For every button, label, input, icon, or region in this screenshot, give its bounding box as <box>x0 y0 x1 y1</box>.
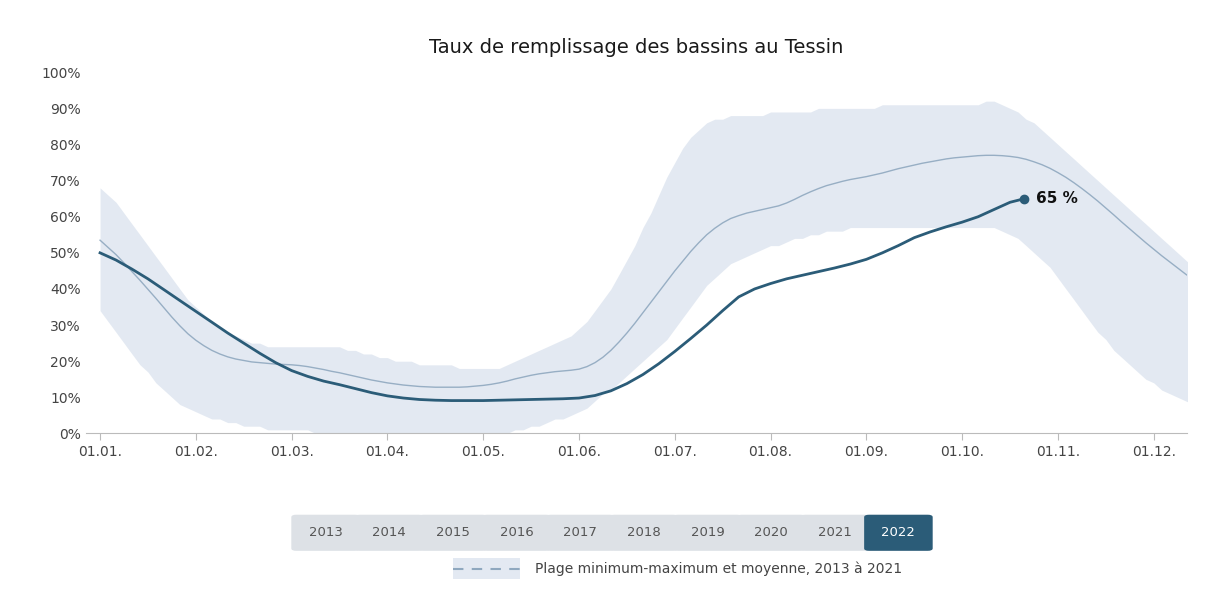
Text: 2013: 2013 <box>308 526 343 539</box>
Text: 2018: 2018 <box>627 526 661 539</box>
Title: Taux de remplissage des bassins au Tessin: Taux de remplissage des bassins au Tessi… <box>430 38 843 57</box>
Text: 2016: 2016 <box>499 526 534 539</box>
Text: 2021: 2021 <box>818 526 852 539</box>
Text: 2020: 2020 <box>754 526 788 539</box>
Text: 65 %: 65 % <box>1036 191 1078 206</box>
Text: 2015: 2015 <box>436 526 470 539</box>
Text: 2017: 2017 <box>563 526 597 539</box>
Text: 2019: 2019 <box>690 526 725 539</box>
Text: 2022: 2022 <box>881 526 916 539</box>
Text: 2014: 2014 <box>372 526 406 539</box>
Text: Plage minimum-maximum et moyenne, 2013 à 2021: Plage minimum-maximum et moyenne, 2013 à… <box>535 562 902 576</box>
